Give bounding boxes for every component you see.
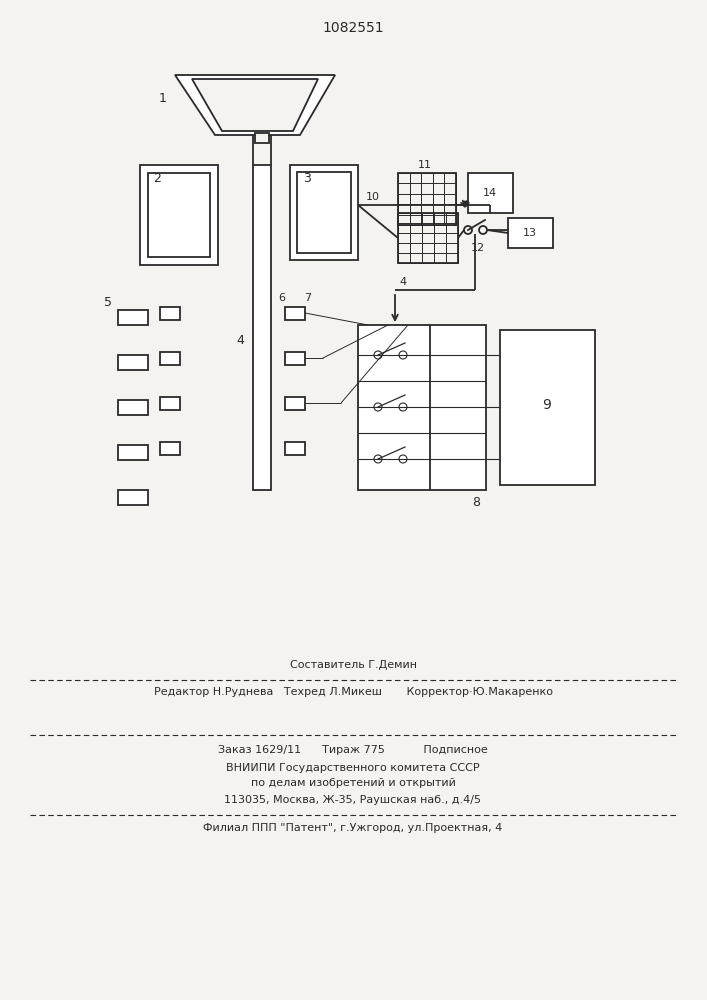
Text: 4: 4 xyxy=(399,277,407,287)
Text: 1: 1 xyxy=(159,92,167,104)
Bar xyxy=(118,310,148,325)
Bar xyxy=(285,307,305,320)
Text: 13: 13 xyxy=(523,228,537,238)
Bar xyxy=(118,490,148,505)
Text: Филиал ППП "Патент", г.Ужгород, ул.Проектная, 4: Филиал ППП "Патент", г.Ужгород, ул.Проек… xyxy=(204,823,503,833)
Bar xyxy=(285,397,305,410)
Text: 4: 4 xyxy=(236,334,244,347)
Text: 11: 11 xyxy=(418,160,432,170)
Bar xyxy=(398,213,458,263)
Text: ВНИИПИ Государственного комитета СССР: ВНИИПИ Государственного комитета СССР xyxy=(226,763,480,773)
Bar xyxy=(160,442,180,455)
Bar xyxy=(148,173,210,257)
Bar xyxy=(290,165,358,260)
Text: 5: 5 xyxy=(104,296,112,308)
Bar xyxy=(160,397,180,410)
Text: 3: 3 xyxy=(303,172,311,184)
Text: 2: 2 xyxy=(153,172,161,184)
Text: 113035, Москва, Ж-35, Раушская наб., д.4/5: 113035, Москва, Ж-35, Раушская наб., д.4… xyxy=(225,795,481,805)
Bar xyxy=(160,307,180,320)
Text: Редактор Н.Руднева   Техред Л.Микеш       Корректор·Ю.Макаренко: Редактор Н.Руднева Техред Л.Микеш Коррек… xyxy=(153,687,552,697)
Text: 12: 12 xyxy=(471,243,485,253)
Polygon shape xyxy=(192,79,318,131)
Bar xyxy=(500,330,595,485)
Polygon shape xyxy=(175,75,335,135)
Text: Составитель Г.Демин: Составитель Г.Демин xyxy=(289,660,416,670)
Bar xyxy=(160,352,180,365)
Text: 6: 6 xyxy=(279,293,286,303)
Bar xyxy=(253,165,271,490)
Text: Заказ 1629/11      Тираж 775           Подписное: Заказ 1629/11 Тираж 775 Подписное xyxy=(218,745,488,755)
Bar xyxy=(118,400,148,415)
Text: 9: 9 xyxy=(542,398,551,412)
Bar xyxy=(118,445,148,460)
Text: 8: 8 xyxy=(472,495,480,508)
Bar xyxy=(468,173,513,213)
Bar xyxy=(118,355,148,370)
Text: по делам изобретений и открытий: по делам изобретений и открытий xyxy=(250,778,455,788)
Text: 7: 7 xyxy=(305,293,312,303)
Bar xyxy=(508,218,553,248)
Text: 14: 14 xyxy=(483,188,497,198)
Text: 1082551: 1082551 xyxy=(322,21,384,35)
Bar xyxy=(255,133,269,143)
Bar xyxy=(285,442,305,455)
Bar xyxy=(285,352,305,365)
Bar xyxy=(297,172,351,253)
Bar xyxy=(358,325,486,490)
Text: 10: 10 xyxy=(366,192,380,202)
Bar xyxy=(398,173,456,225)
Bar xyxy=(140,165,218,265)
